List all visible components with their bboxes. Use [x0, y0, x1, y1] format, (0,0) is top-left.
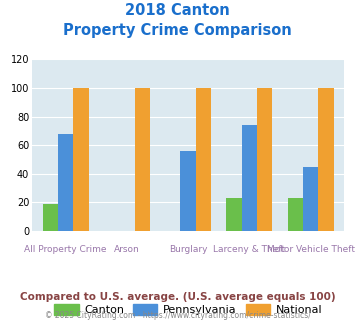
- Text: Arson: Arson: [114, 245, 140, 254]
- Bar: [242, 125, 257, 231]
- Bar: [196, 88, 211, 231]
- Text: 2018 Canton: 2018 Canton: [125, 3, 230, 18]
- Bar: [180, 151, 196, 231]
- Text: Property Crime Comparison: Property Crime Comparison: [63, 23, 292, 38]
- Text: Motor Vehicle Theft: Motor Vehicle Theft: [267, 245, 355, 254]
- Bar: [73, 88, 89, 231]
- Text: Compared to U.S. average. (U.S. average equals 100): Compared to U.S. average. (U.S. average …: [20, 292, 335, 302]
- Bar: [135, 88, 150, 231]
- Bar: [318, 88, 334, 231]
- Bar: [58, 134, 73, 231]
- Text: © 2025 CityRating.com - https://www.cityrating.com/crime-statistics/: © 2025 CityRating.com - https://www.city…: [45, 311, 310, 320]
- Bar: [303, 167, 318, 231]
- Bar: [257, 88, 272, 231]
- Bar: [288, 198, 303, 231]
- Text: Burglary: Burglary: [169, 245, 207, 254]
- Legend: Canton, Pennsylvania, National: Canton, Pennsylvania, National: [50, 300, 327, 320]
- Bar: [43, 204, 58, 231]
- Text: Larceny & Theft: Larceny & Theft: [213, 245, 285, 254]
- Text: All Property Crime: All Property Crime: [24, 245, 107, 254]
- Bar: [226, 198, 242, 231]
